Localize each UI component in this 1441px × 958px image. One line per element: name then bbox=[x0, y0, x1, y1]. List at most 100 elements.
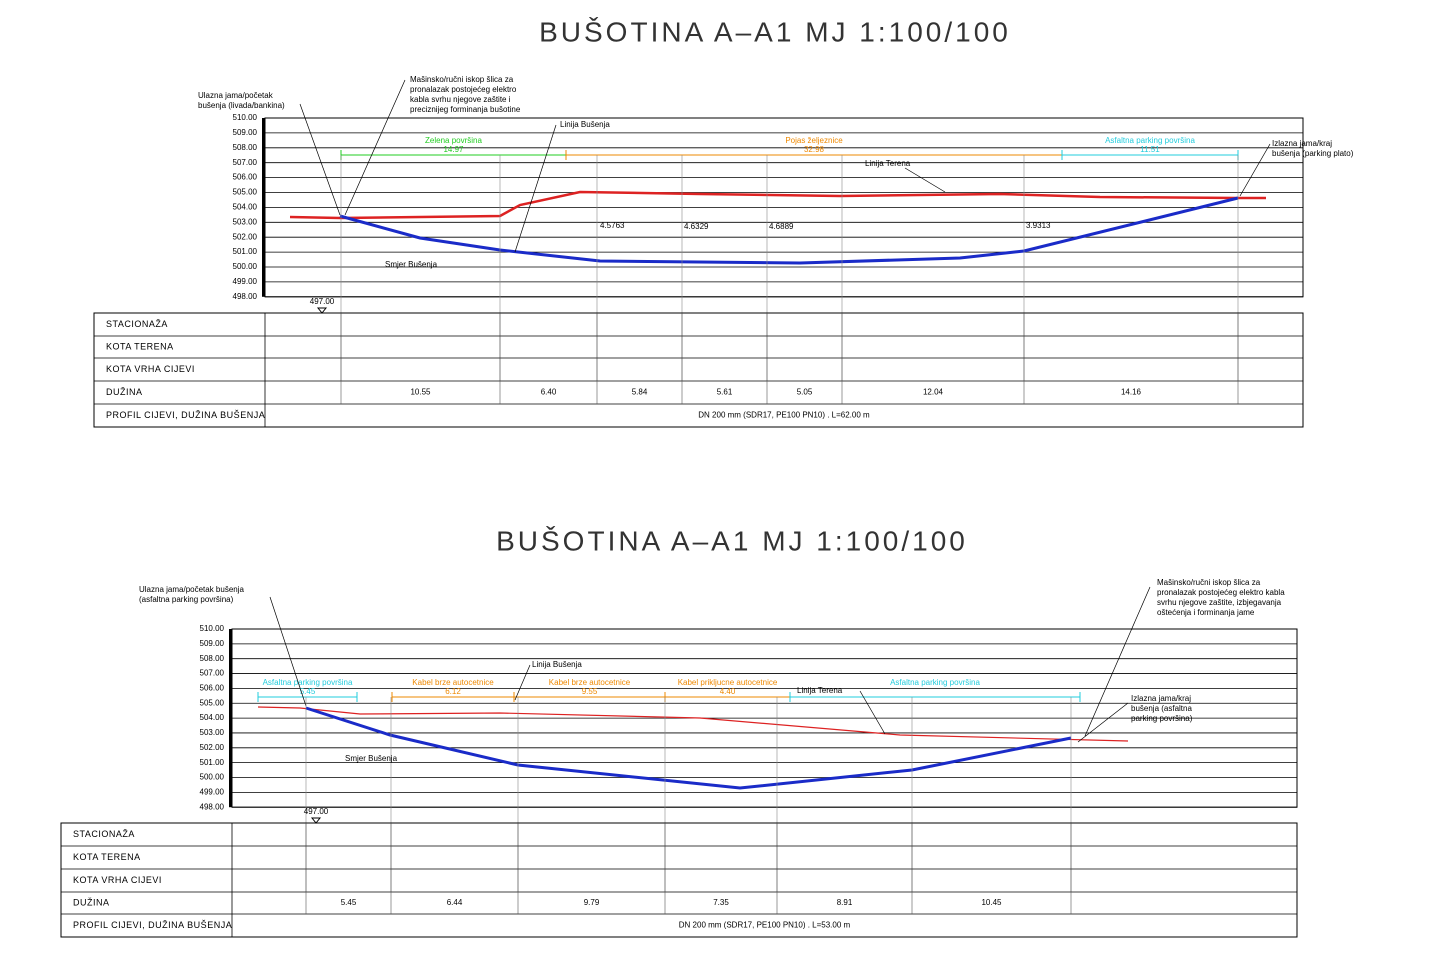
leader bbox=[514, 664, 531, 701]
entry-note: Ulazna jama/početak bušenja bbox=[139, 585, 245, 594]
level-label: 503.00 bbox=[233, 217, 258, 226]
level-label: 501.00 bbox=[200, 758, 225, 767]
leader bbox=[1084, 586, 1151, 737]
row-header: PROFIL CIJEVI, DUŽINA BUŠENJA bbox=[73, 920, 232, 930]
leader bbox=[269, 596, 307, 707]
depth-label: 4.6889 bbox=[769, 222, 794, 231]
row-header: KOTA VRHA CIJEVI bbox=[73, 875, 162, 885]
leader bbox=[514, 124, 557, 253]
level-label: 506.00 bbox=[200, 684, 225, 693]
exit-note: parking površina) bbox=[1131, 714, 1193, 723]
bore-line bbox=[339, 196, 1239, 265]
excavation-note: svrhu njegove zaštite, izbjegavanja bbox=[1157, 598, 1282, 607]
level-label: 500.00 bbox=[200, 773, 225, 782]
leader bbox=[1077, 702, 1129, 743]
zone-label: Asfaltna parking površina bbox=[890, 678, 980, 687]
level-scale bbox=[262, 118, 265, 297]
title: BUŠOTINA A–A1 MJ 1:100/100 bbox=[539, 16, 1011, 47]
leader bbox=[299, 103, 341, 216]
level-label: 507.00 bbox=[200, 669, 225, 678]
level-label: 506.00 bbox=[233, 173, 258, 182]
entry-note: Ulazna jama/početak bbox=[198, 91, 274, 100]
drill-line-label: Linija Bušenja bbox=[560, 120, 610, 129]
row-header: PROFIL CIJEVI, DUŽINA BUŠENJA bbox=[106, 410, 265, 420]
title: BUŠOTINA A–A1 MJ 1:100/100 bbox=[496, 525, 968, 556]
length-value: 5.61 bbox=[717, 388, 733, 397]
length-value: 14.16 bbox=[1121, 388, 1142, 397]
level-label: 508.00 bbox=[200, 654, 225, 663]
length-value: 10.45 bbox=[981, 898, 1002, 907]
direction-label: Smjer Bušenja bbox=[385, 260, 438, 269]
bore-line bbox=[305, 706, 1072, 790]
length-value: 8.91 bbox=[837, 898, 853, 907]
zone-label: Kabel prikljucne autocetnice bbox=[678, 678, 778, 687]
zone-length: 32.98 bbox=[804, 145, 825, 154]
exit-note: bušenja (parking plato) bbox=[1272, 149, 1354, 158]
level-label: 498.00 bbox=[200, 802, 225, 811]
level-label: 504.00 bbox=[233, 203, 258, 212]
zone-label: Asfaltna parking površina bbox=[263, 678, 353, 687]
direction-label: Smjer Bušenja bbox=[345, 754, 398, 763]
exit-note: bušenja (asfaltna bbox=[1131, 704, 1192, 713]
length-value: 9.79 bbox=[584, 898, 600, 907]
excavation-note: pronalazak postojećeg elektro kabla bbox=[1157, 588, 1285, 597]
excavation-note: Mašinsko/ručni iskop šlica za bbox=[1157, 578, 1261, 587]
level-label: 500.00 bbox=[233, 262, 258, 271]
length-value: 6.44 bbox=[447, 898, 463, 907]
level-label: 509.00 bbox=[233, 128, 258, 137]
profile-text: DN 200 mm (SDR17, PE100 PN10) . L=62.00 … bbox=[698, 411, 870, 420]
row-header: KOTA VRHA CIJEVI bbox=[106, 364, 195, 374]
zone-label: Pojas željeznice bbox=[785, 136, 843, 145]
datum-mark bbox=[316, 307, 328, 314]
zone-length: 11.51 bbox=[1140, 145, 1160, 154]
level-label: 502.00 bbox=[200, 743, 225, 752]
level-label: 503.00 bbox=[200, 728, 225, 737]
level-label: 499.00 bbox=[233, 277, 258, 286]
level-label: 499.00 bbox=[200, 787, 225, 796]
row-header: STACIONAŽA bbox=[106, 319, 168, 329]
level-label: 509.00 bbox=[200, 639, 225, 648]
zone-length: 9.55 bbox=[582, 687, 598, 696]
exit-note: Izlazna jama/kraj bbox=[1131, 694, 1191, 703]
leader bbox=[1239, 143, 1271, 197]
zone-label: Kabel brze autocetnice bbox=[412, 678, 494, 687]
terrain-line bbox=[289, 190, 1266, 220]
excavation-note: oštećenja i forminanja jame bbox=[1157, 608, 1255, 617]
terrain-line-label: Linija Terena bbox=[865, 159, 911, 168]
level-label: 504.00 bbox=[200, 713, 225, 722]
excavation-note: pronalazak postojećeg elektro bbox=[410, 85, 517, 94]
row-header: KOTA TERENA bbox=[106, 341, 174, 351]
depth-label: 4.5763 bbox=[600, 221, 625, 230]
length-value: 10.55 bbox=[410, 388, 431, 397]
table-frame bbox=[60, 822, 1298, 938]
datum-mark bbox=[310, 817, 322, 824]
level-label: 508.00 bbox=[233, 143, 258, 152]
level-label: 510.00 bbox=[233, 113, 258, 122]
table-frame bbox=[93, 312, 1304, 428]
leader bbox=[904, 167, 946, 193]
level-scale bbox=[229, 629, 232, 808]
leader bbox=[859, 690, 886, 735]
length-value: 5.84 bbox=[632, 388, 648, 397]
row-header: DUŽINA bbox=[106, 387, 143, 397]
row-header: STACIONAŽA bbox=[73, 829, 135, 839]
drill-line-label: Linija Bušenja bbox=[532, 660, 582, 669]
excavation-note: preciznijeg forminanja bušotine bbox=[410, 105, 521, 114]
level-label: 505.00 bbox=[233, 188, 258, 197]
level-label: 501.00 bbox=[233, 247, 258, 256]
entry-note: (asfaltna parking površina) bbox=[139, 595, 234, 604]
zone-length: 14.97 bbox=[443, 145, 464, 154]
level-label: 505.00 bbox=[200, 698, 225, 707]
entry-note: bušenja (livada/bankina) bbox=[198, 101, 285, 110]
leader bbox=[344, 79, 406, 216]
length-value: 7.35 bbox=[713, 898, 729, 907]
level-label: 510.00 bbox=[200, 624, 225, 633]
datum-label: 497.00 bbox=[310, 297, 335, 306]
length-value: 12.04 bbox=[923, 388, 944, 397]
row-header: DUŽINA bbox=[73, 897, 110, 907]
depth-label: 4.6329 bbox=[684, 222, 709, 231]
exit-note: Izlazna jama/kraj bbox=[1272, 139, 1332, 148]
depth-label: 3.9313 bbox=[1026, 221, 1051, 230]
excavation-note: Mašinsko/ručni iskop šlica za bbox=[410, 75, 514, 84]
level-label: 498.00 bbox=[233, 292, 258, 301]
